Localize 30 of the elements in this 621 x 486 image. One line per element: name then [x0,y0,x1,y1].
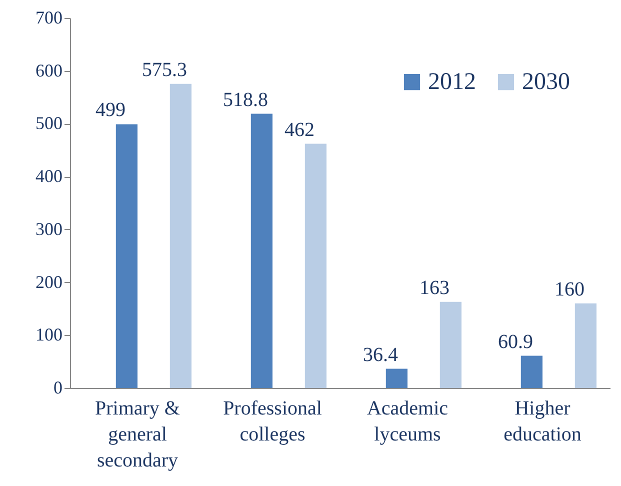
data-label: 575.3 [142,58,187,81]
bar [440,302,462,388]
data-label: 518.8 [223,88,268,111]
y-tick-label: 0 [54,378,62,398]
x-tick-label: Professional colleges [223,398,322,446]
x-tick-label: Primary & general secondary [95,398,180,472]
data-label: 36.4 [363,344,398,366]
y-tick-label: 300 [36,218,62,239]
bar [170,84,192,388]
data-label: 60.9 [498,330,533,353]
bar [250,114,272,388]
bar [386,368,408,388]
bar [304,144,326,388]
x-tick-label: Academic lyceums [366,398,448,446]
data-label: 160 [554,278,584,300]
data-label: 499 [96,99,126,122]
legend-label: 2030 [522,69,570,95]
bar [574,303,596,388]
bar [116,124,138,388]
y-tick-label: 700 [36,8,62,28]
y-tick-label: 200 [36,272,62,292]
y-tick-label: 500 [36,113,62,134]
data-label: 163 [420,276,450,299]
x-tick-label: Higher education [504,398,582,446]
data-label: 462 [284,118,314,141]
y-tick-label: 100 [36,324,62,345]
bar [520,356,542,388]
legend-label: 2012 [428,69,476,95]
y-tick-label: 600 [36,60,62,80]
y-tick-label: 400 [36,166,62,186]
